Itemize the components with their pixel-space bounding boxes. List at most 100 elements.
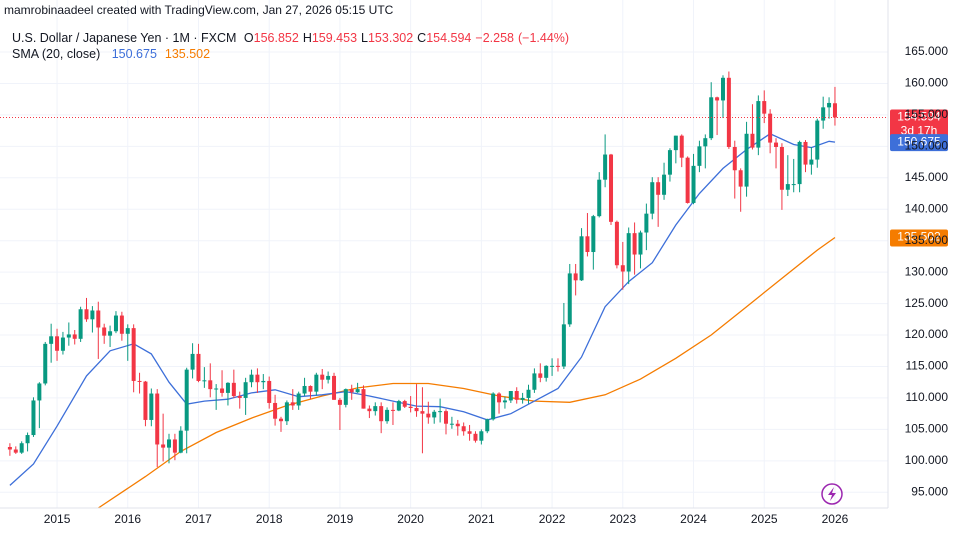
candle-body xyxy=(502,400,507,403)
candle-body xyxy=(774,142,779,147)
y-tick-label: 100.000 xyxy=(905,453,949,467)
y-tick-label: 120.000 xyxy=(905,327,949,341)
candle-body xyxy=(561,324,566,367)
candle-body xyxy=(832,103,837,118)
candle-body xyxy=(149,393,154,420)
candle-body xyxy=(119,315,124,334)
candle-body xyxy=(355,389,360,393)
candle-body xyxy=(620,265,625,272)
y-tick-label: 105.000 xyxy=(905,422,949,436)
sma-tag-bg xyxy=(890,134,948,152)
candle-body xyxy=(785,184,790,190)
candle-body xyxy=(715,97,720,101)
candle-body xyxy=(184,369,189,431)
ohlc-value: 159.453 xyxy=(311,31,358,45)
candle-body xyxy=(278,418,283,422)
candle-body xyxy=(467,431,472,434)
candle-body xyxy=(756,101,761,148)
candle-body xyxy=(231,382,236,397)
candle-body xyxy=(390,409,395,411)
candle-body xyxy=(302,385,307,394)
y-tick-label: 95.000 xyxy=(911,484,948,498)
candle-body xyxy=(662,174,667,195)
candle-body xyxy=(373,406,378,412)
candle-body xyxy=(214,388,219,390)
last-price-tag: 154.594 xyxy=(897,110,941,124)
sma-value: 135.502 xyxy=(164,47,211,61)
candle-body xyxy=(7,446,12,450)
candle-body xyxy=(827,102,832,108)
y-tick-label: 130.000 xyxy=(905,264,949,278)
ohlc-value: 156.852 xyxy=(253,31,299,45)
candle-body xyxy=(308,385,313,392)
candle-body xyxy=(49,336,54,344)
candle-body xyxy=(491,393,496,420)
candle-body xyxy=(66,334,71,338)
candle-body xyxy=(332,375,337,400)
candle-body xyxy=(426,413,431,418)
ohlc-key: H xyxy=(302,31,312,45)
candle-body xyxy=(815,120,820,160)
candle-body xyxy=(691,165,696,203)
candle-body xyxy=(143,381,148,420)
y-tick-label: 165.000 xyxy=(905,44,949,58)
candle-body xyxy=(19,443,24,453)
candle-body xyxy=(821,107,826,121)
y-tick-label: 135.000 xyxy=(905,233,949,247)
grid xyxy=(0,0,888,508)
candle-body xyxy=(361,389,366,409)
candle-body xyxy=(296,393,301,406)
candle-body xyxy=(113,315,118,332)
candle-body xyxy=(202,380,207,382)
candle-body xyxy=(267,380,272,403)
candle-body xyxy=(326,375,331,380)
candle-body xyxy=(402,401,407,407)
ohlc-item: H159.453 xyxy=(303,31,357,45)
x-tick-label: 2021 xyxy=(468,512,495,526)
candle-body xyxy=(349,389,354,393)
indicator-legend: SMA (20, close) 150.675 135.502 xyxy=(12,47,214,61)
candle-body xyxy=(455,423,460,427)
candle-body xyxy=(249,374,254,383)
candle-body xyxy=(396,401,401,411)
candle-body xyxy=(261,380,266,383)
candle-body xyxy=(656,182,661,195)
candle-body xyxy=(172,439,177,453)
candle-body xyxy=(803,141,808,165)
x-tick-label: 2022 xyxy=(539,512,566,526)
candle-body xyxy=(190,353,195,370)
sma-line xyxy=(97,236,836,509)
candle-body xyxy=(797,141,802,185)
ohlc-item: O156.852 xyxy=(244,31,299,45)
candle-body xyxy=(638,232,643,255)
y-tick-label: 115.000 xyxy=(906,359,949,373)
candle-body xyxy=(414,407,419,412)
candle-body xyxy=(473,433,478,441)
candle-body xyxy=(420,411,425,414)
candle-body xyxy=(626,233,631,272)
candle-body xyxy=(567,273,572,325)
candle-body xyxy=(290,402,295,406)
candle-body xyxy=(779,146,784,190)
candle-body xyxy=(155,393,160,445)
candle-body xyxy=(449,423,454,425)
candle-body xyxy=(31,400,36,436)
candle-body xyxy=(55,336,60,351)
candle-body xyxy=(768,113,773,143)
candle-body xyxy=(744,133,749,187)
y-tick-label: 155.000 xyxy=(905,107,949,121)
x-tick-label: 2023 xyxy=(609,512,636,526)
candle-body xyxy=(96,310,101,328)
candle-body xyxy=(573,273,578,281)
candle-body xyxy=(550,365,555,367)
candle-body xyxy=(43,343,48,384)
x-tick-label: 2025 xyxy=(751,512,778,526)
candle-body xyxy=(697,146,702,166)
candle-body xyxy=(60,337,65,351)
candle-body xyxy=(320,374,325,380)
y-tick-label: 110.000 xyxy=(906,390,949,404)
candle-body xyxy=(585,236,590,253)
ohlc-item: L153.302 xyxy=(361,31,413,45)
